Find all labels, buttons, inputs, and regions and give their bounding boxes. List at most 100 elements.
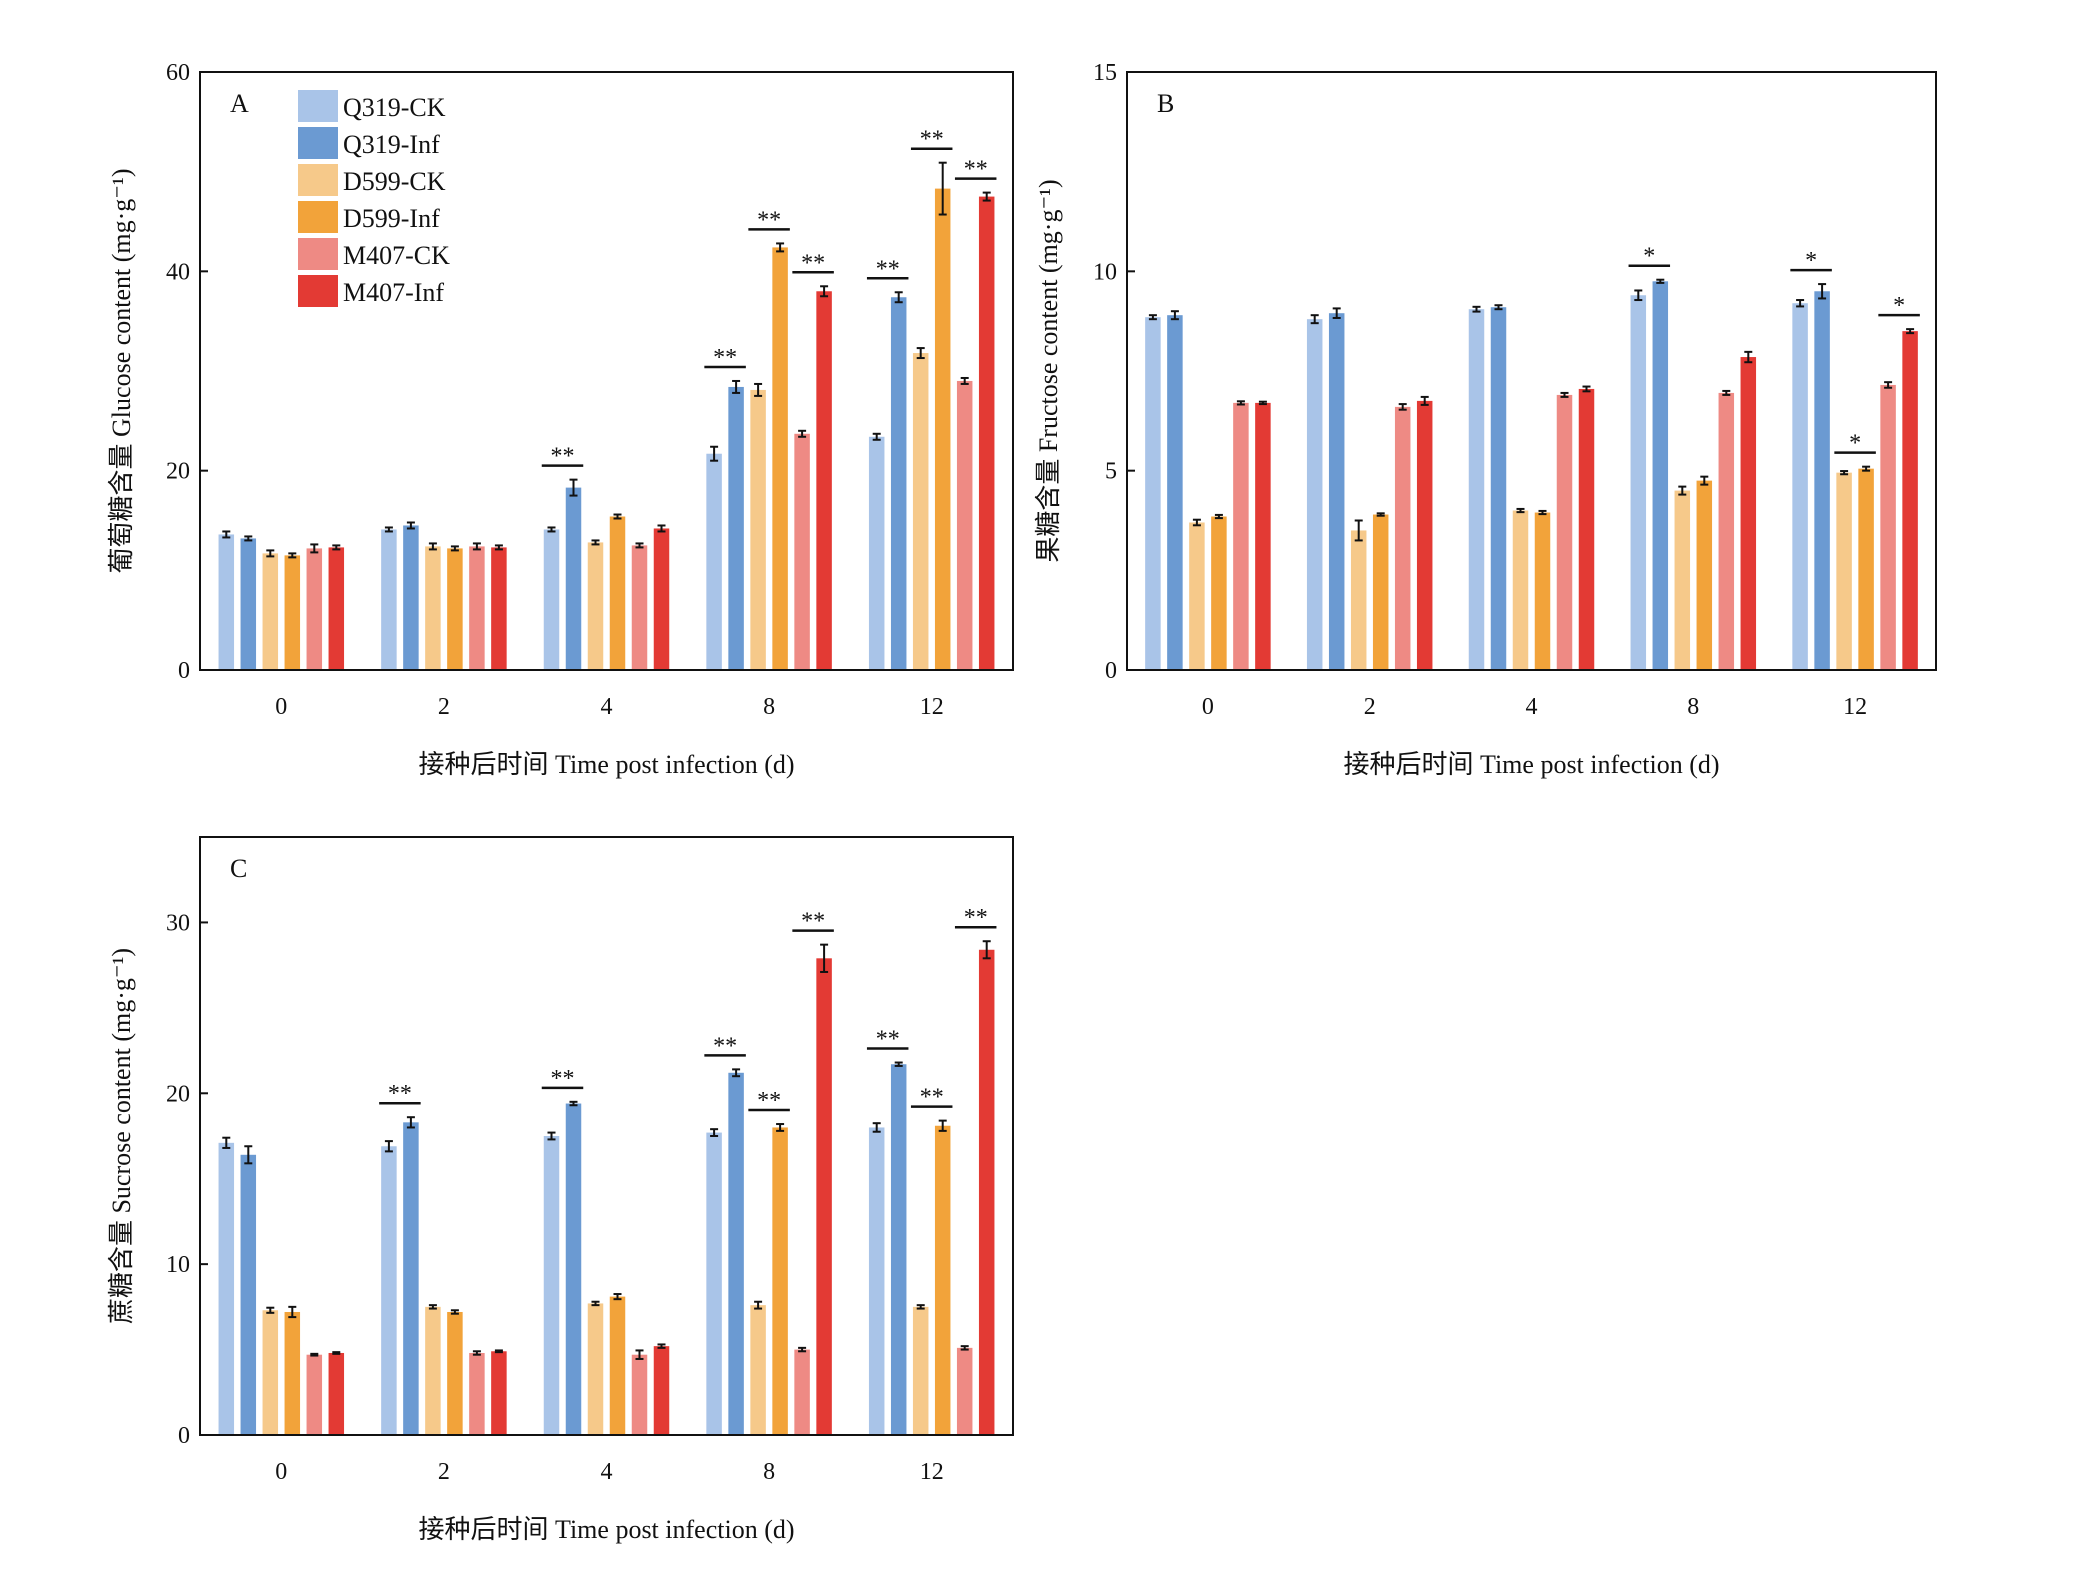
significance-label: ** bbox=[964, 905, 988, 931]
bar bbox=[1189, 522, 1205, 670]
error-bar bbox=[450, 545, 459, 552]
significance-label: ** bbox=[801, 909, 825, 935]
error-bar bbox=[1560, 391, 1569, 398]
error-bar bbox=[310, 543, 319, 554]
bar bbox=[240, 1154, 257, 1435]
x-tick-label: 0 bbox=[1202, 694, 1214, 720]
bar bbox=[956, 380, 973, 670]
bar bbox=[728, 1072, 744, 1435]
x-tick-label: 12 bbox=[920, 1459, 944, 1485]
error-bar bbox=[1678, 485, 1687, 496]
error-bar bbox=[894, 1061, 903, 1067]
error-bar bbox=[244, 535, 253, 542]
error-bar bbox=[657, 524, 666, 533]
bar bbox=[609, 1296, 626, 1435]
bar bbox=[890, 1064, 907, 1435]
bar bbox=[565, 1103, 582, 1435]
bar bbox=[1394, 406, 1411, 670]
bar bbox=[1696, 480, 1713, 670]
error-bar bbox=[1538, 509, 1547, 516]
error-bar bbox=[960, 376, 969, 385]
error-bar bbox=[613, 513, 622, 520]
error-bar bbox=[384, 526, 393, 533]
error-bar bbox=[1170, 310, 1179, 321]
error-bar bbox=[384, 1140, 393, 1153]
error-bar bbox=[288, 1305, 297, 1319]
bar bbox=[772, 1127, 788, 1435]
error-bar bbox=[332, 544, 341, 551]
error-bar bbox=[547, 526, 556, 533]
bar bbox=[306, 1354, 323, 1435]
bar bbox=[469, 1352, 485, 1435]
x-tick-label: 4 bbox=[601, 694, 613, 720]
significance-label: ** bbox=[876, 256, 900, 282]
x-tick-label: 2 bbox=[1364, 694, 1376, 720]
bar bbox=[1740, 357, 1757, 670]
x-axis-label: 接种后时间 Time post infection (d) bbox=[1343, 750, 1719, 779]
error-bar bbox=[820, 285, 829, 298]
bar bbox=[934, 1125, 951, 1435]
x-tick-label: 8 bbox=[1687, 694, 1699, 720]
bar bbox=[284, 555, 301, 670]
y-axis-label: 果糖含量 Fructose content (mg·g⁻¹) bbox=[1034, 179, 1063, 562]
error-bar bbox=[635, 542, 644, 549]
bar bbox=[794, 1349, 810, 1435]
significance-label: * bbox=[1893, 293, 1905, 319]
error-bar bbox=[798, 1346, 807, 1353]
panel-letter: C bbox=[230, 854, 247, 883]
bar bbox=[1630, 295, 1647, 670]
error-bar bbox=[732, 1068, 741, 1078]
error-bar bbox=[547, 1131, 556, 1141]
bar bbox=[262, 553, 279, 670]
legend: Q319-CK Q319-Inf D599-CK D599-Inf M407-CK M40… bbox=[298, 90, 450, 307]
y-tick-label: 10 bbox=[1093, 259, 1117, 285]
error-bar bbox=[657, 1343, 666, 1349]
bar bbox=[1652, 281, 1669, 670]
error-bar bbox=[1214, 513, 1223, 520]
bar bbox=[653, 528, 670, 670]
significance-label: ** bbox=[713, 1033, 737, 1059]
error-bar bbox=[754, 1300, 763, 1310]
error-bar bbox=[1398, 403, 1407, 411]
bar bbox=[587, 542, 604, 670]
bar bbox=[609, 516, 626, 670]
error-bar bbox=[406, 1116, 415, 1129]
bar bbox=[912, 1306, 929, 1435]
bar bbox=[1578, 388, 1595, 670]
error-bar bbox=[494, 544, 503, 551]
bar bbox=[381, 1146, 397, 1435]
legend-swatch bbox=[298, 127, 338, 159]
bar bbox=[1328, 313, 1345, 670]
error-bar bbox=[1656, 278, 1665, 284]
y-tick-label: 10 bbox=[166, 1252, 190, 1278]
bar bbox=[1306, 319, 1323, 670]
error-bar bbox=[472, 1350, 481, 1356]
error-bar bbox=[494, 1349, 503, 1354]
bar bbox=[1255, 402, 1271, 670]
bar bbox=[381, 529, 397, 670]
error-bar bbox=[266, 1306, 275, 1314]
y-tick-label: 0 bbox=[178, 1423, 190, 1449]
plot-frame bbox=[199, 836, 1014, 1436]
error-bar bbox=[820, 943, 829, 973]
bar bbox=[565, 487, 582, 670]
bar bbox=[262, 1310, 279, 1435]
bar bbox=[1792, 303, 1808, 670]
chart-panel-c: ** ** ** ** ** ** ** ** 0 10 20 30 0 2 4 8 12 C 接种后时间 Time… bbox=[107, 836, 1014, 1544]
legend-label: D599-CK bbox=[343, 167, 446, 196]
error-bar bbox=[591, 1300, 600, 1307]
significance-label: * bbox=[1805, 248, 1817, 274]
bar bbox=[912, 353, 929, 670]
error-bar bbox=[1744, 350, 1753, 364]
error-bar bbox=[1376, 512, 1385, 517]
error-bar bbox=[569, 1100, 578, 1107]
bar bbox=[772, 247, 788, 670]
bar bbox=[306, 548, 323, 670]
y-tick-label: 20 bbox=[166, 459, 190, 485]
error-bar bbox=[266, 549, 275, 558]
bar bbox=[1556, 394, 1573, 670]
significance-label: ** bbox=[801, 250, 825, 276]
error-bar bbox=[613, 1293, 622, 1301]
error-bar bbox=[1862, 465, 1871, 472]
error-bar bbox=[754, 382, 763, 397]
